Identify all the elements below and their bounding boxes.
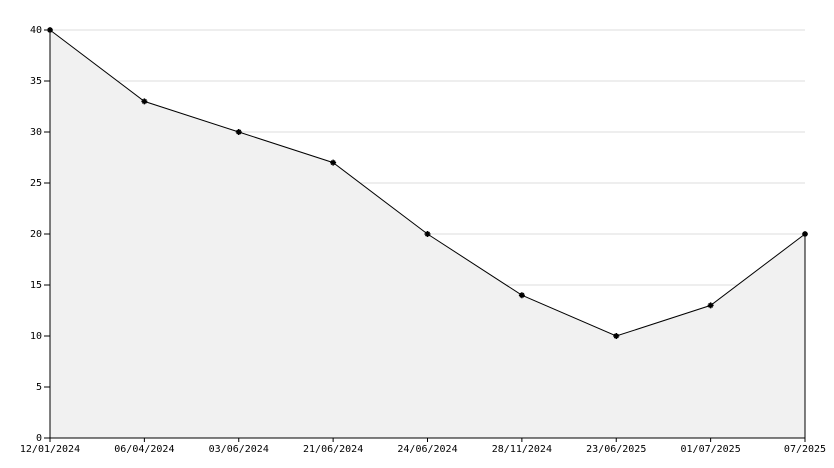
marker <box>424 231 431 237</box>
marker <box>518 292 525 299</box>
y-tick-label: 35 <box>30 76 42 87</box>
x-tick-label: 28/11/2024 <box>492 444 552 455</box>
x-tick-label: 01/07/2025 <box>681 444 741 455</box>
x-tick-label: 03/06/2024 <box>209 444 269 455</box>
marker <box>613 333 620 339</box>
marker <box>141 98 148 105</box>
x-tick-label: 23/06/2025 <box>586 444 646 455</box>
y-tick-label: 40 <box>30 25 42 36</box>
x-tick-label: 07/2025 <box>784 444 826 455</box>
y-tick-label: 30 <box>30 127 42 138</box>
marker <box>235 129 242 135</box>
y-tick-label: 15 <box>30 280 42 291</box>
y-tick-label: 0 <box>36 433 42 444</box>
marker <box>707 302 714 309</box>
y-tick-label: 20 <box>30 229 42 240</box>
x-tick-label: 21/06/2024 <box>303 444 363 455</box>
y-tick-label: 5 <box>36 382 42 393</box>
x-tick-label: 12/01/2024 <box>20 444 80 455</box>
x-tick-label: 24/06/2024 <box>397 444 457 455</box>
x-tick-label: 06/04/2024 <box>114 444 174 455</box>
y-tick-label: 10 <box>30 331 42 342</box>
y-tick-label: 25 <box>30 178 42 189</box>
marker <box>330 159 337 166</box>
